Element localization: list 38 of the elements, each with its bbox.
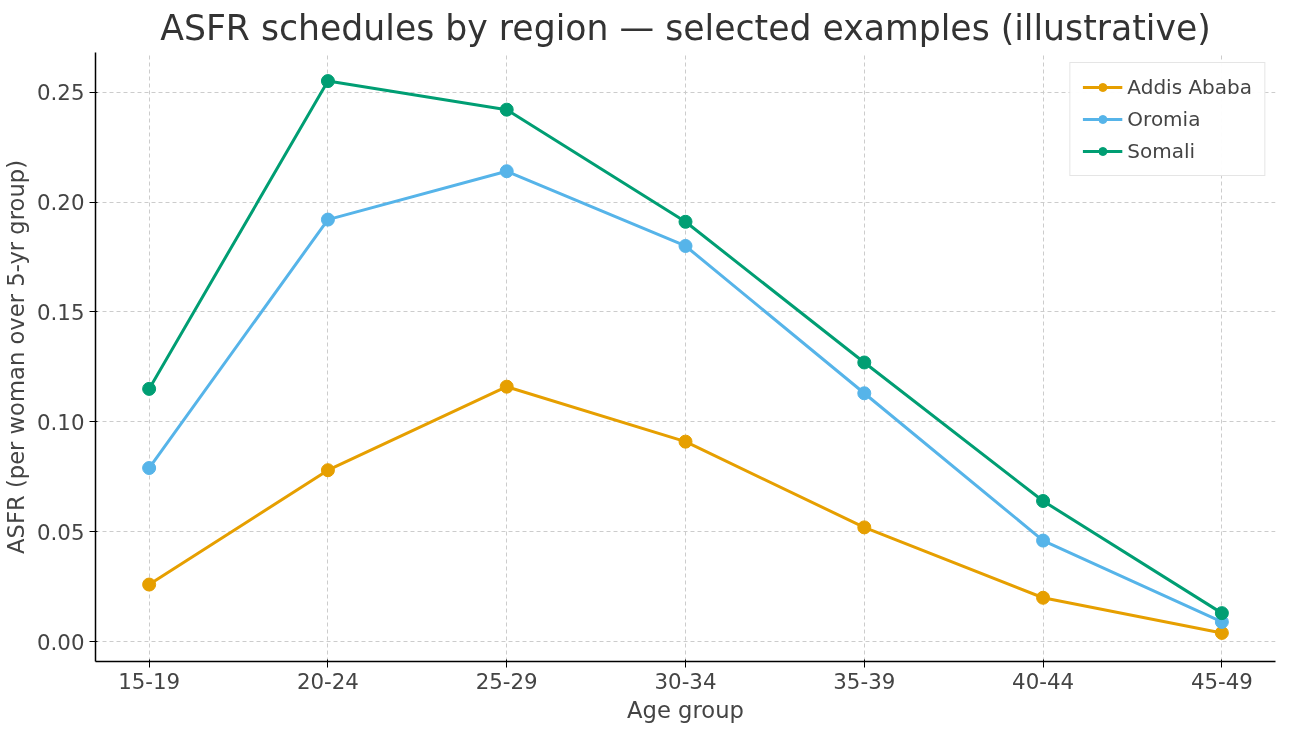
x-tick-label: 40-44	[1012, 668, 1075, 694]
point	[499, 379, 514, 394]
point	[857, 520, 872, 535]
legend-label: Oromia	[1127, 107, 1201, 131]
y-tick-label: 0.15	[37, 299, 85, 325]
x-tick-label: 25-29	[475, 668, 538, 694]
point	[499, 102, 514, 117]
x-tick-label: 30-34	[654, 668, 717, 694]
point	[857, 355, 872, 370]
point	[678, 238, 693, 253]
x-tick-label: 35-39	[833, 668, 896, 694]
y-tick-label: 0.20	[37, 190, 85, 215]
point	[678, 434, 693, 449]
point	[1036, 590, 1051, 605]
y-tick-label: 0.00	[37, 629, 85, 655]
legend-label: Addis Ababa	[1127, 75, 1252, 99]
y-tick-label: 0.05	[37, 519, 85, 545]
point	[678, 214, 693, 229]
chart-title: ASFR schedules by region — selected examples (illustrative)	[160, 7, 1211, 48]
point	[142, 577, 157, 592]
point	[499, 164, 514, 179]
x-tick-label: 20-24	[296, 668, 359, 694]
x-axis-title: Age group	[627, 696, 744, 723]
point	[320, 212, 335, 227]
x-tick-label: 15-19	[118, 668, 181, 694]
y-axis-title: ASFR (per woman over 5-yr group)	[3, 160, 30, 554]
y-tick-label: 0.25	[37, 80, 85, 106]
point	[320, 74, 335, 89]
point	[1036, 494, 1051, 508]
y-tick-label: 0.10	[37, 409, 85, 435]
legend-label: Somali	[1127, 139, 1196, 163]
x-tick-label: 45-49	[1190, 668, 1253, 694]
point	[1036, 533, 1051, 548]
point	[1214, 606, 1229, 621]
point	[857, 386, 872, 401]
point	[142, 461, 157, 476]
point	[320, 463, 335, 478]
point	[142, 381, 157, 396]
